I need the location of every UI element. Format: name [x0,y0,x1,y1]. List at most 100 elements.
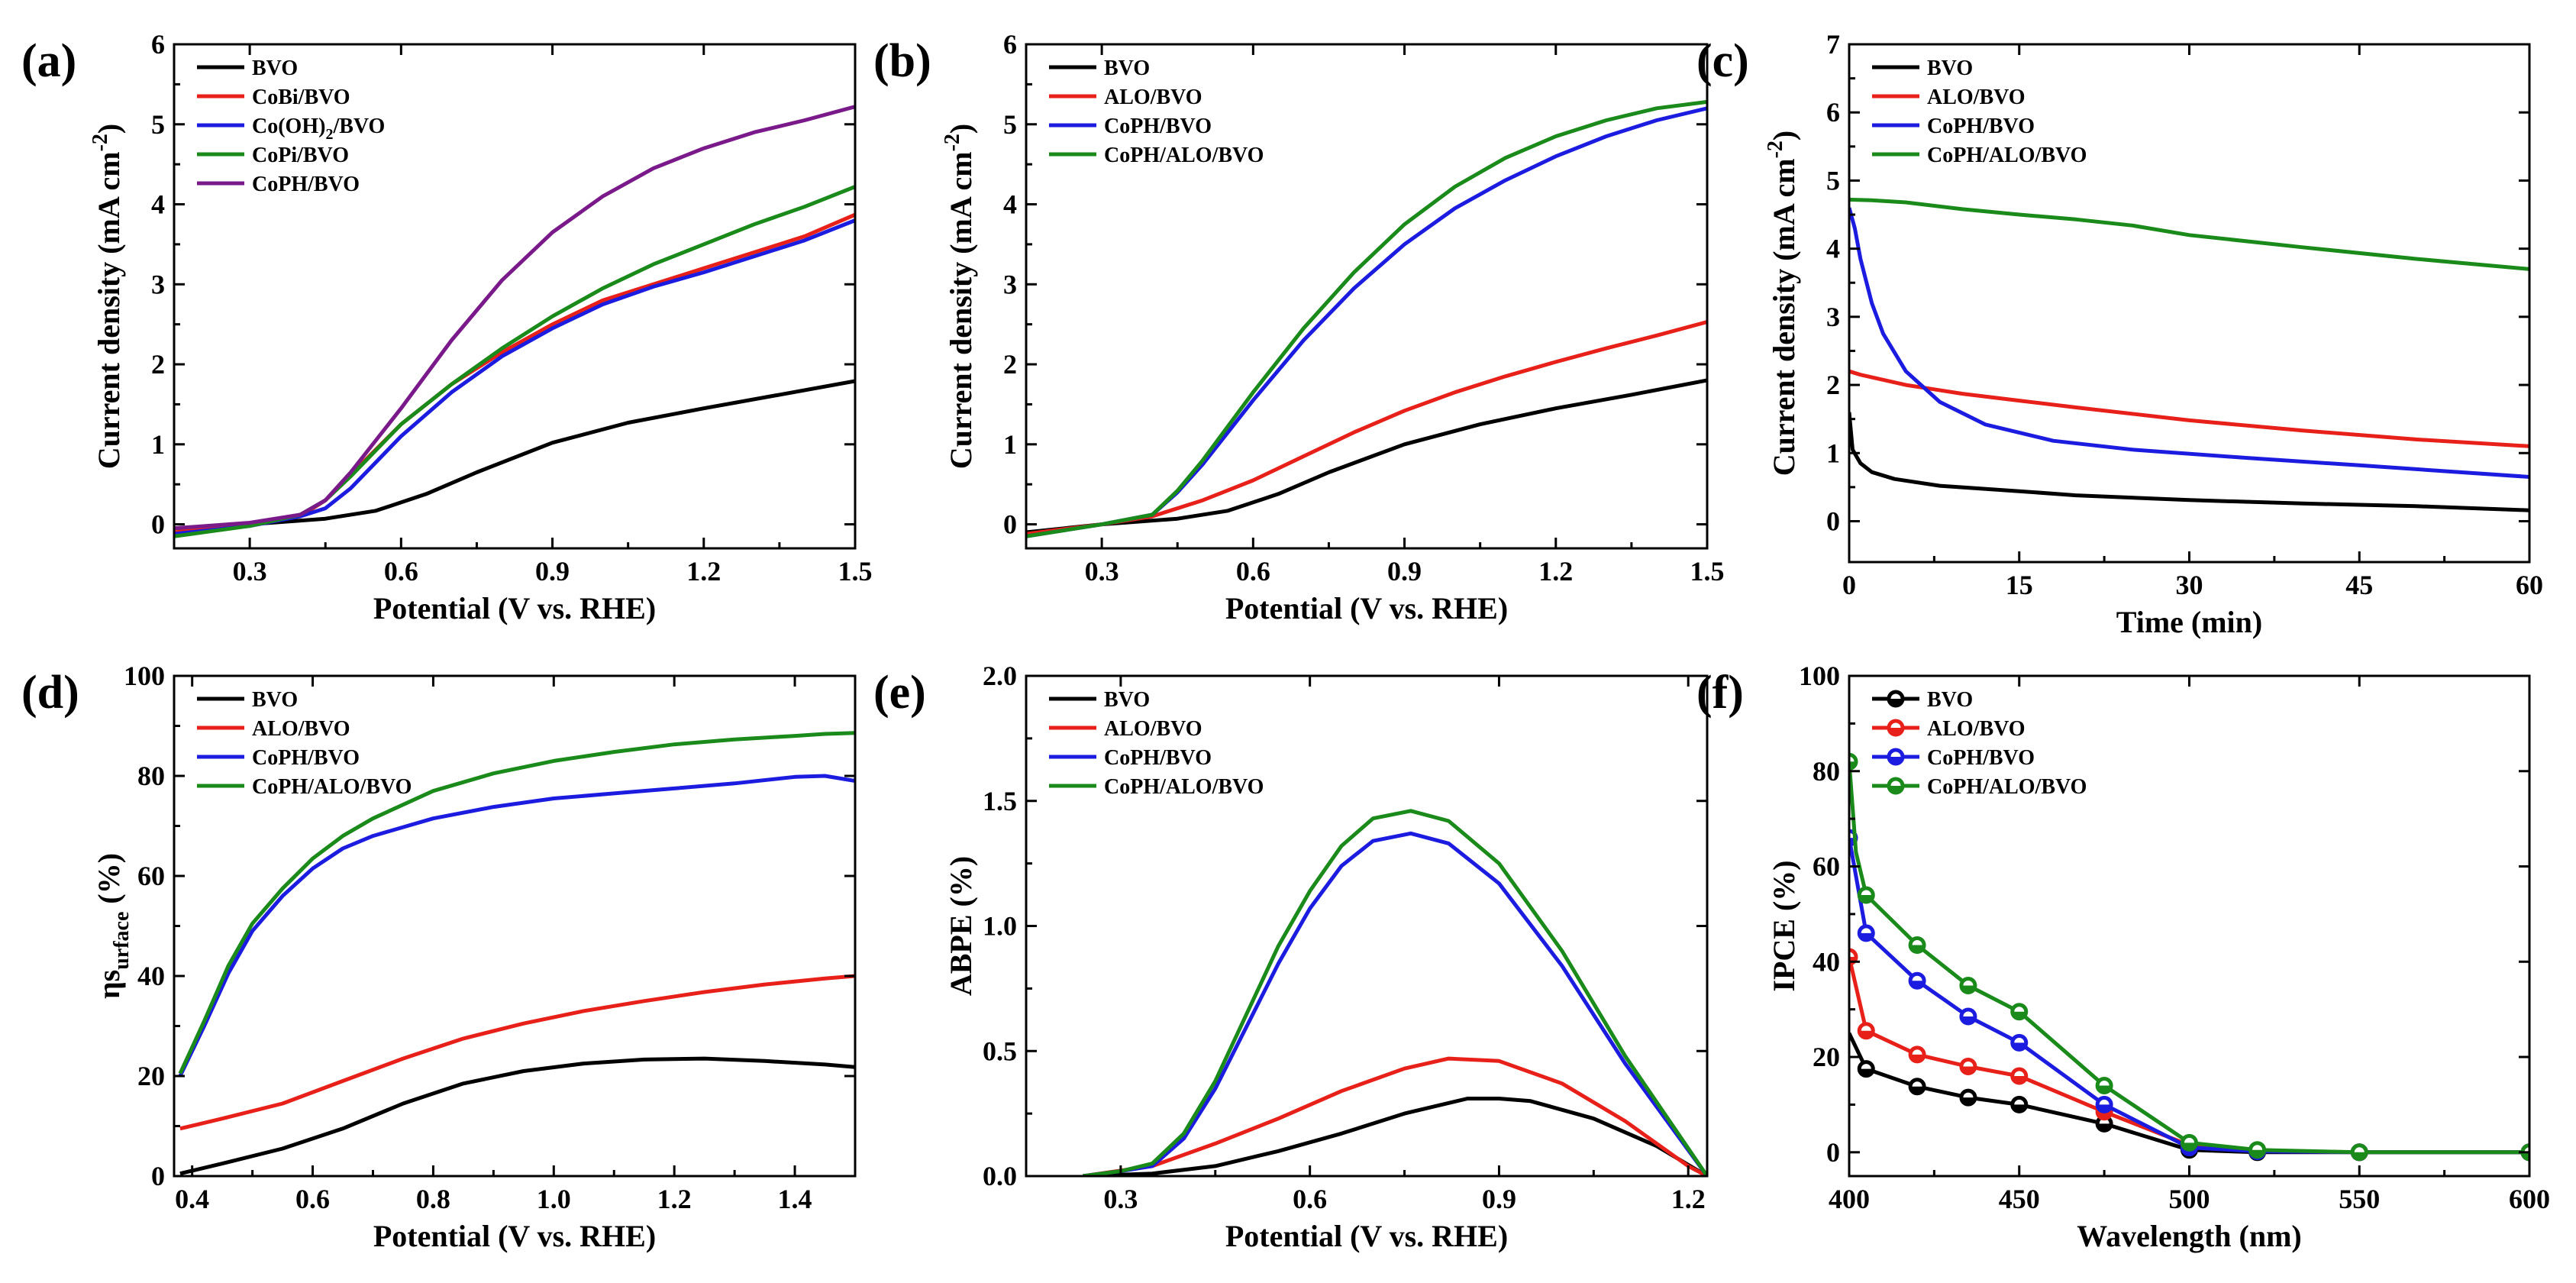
y-tick-label: 1 [1003,429,1017,460]
y-tick-label: 7 [1826,29,1840,60]
data-point-fill [2097,1123,2112,1131]
series-line-coph-bvo [1849,837,2529,1155]
x-tick-label: 400 [1829,1184,1870,1214]
panel-label: (e) [873,667,926,719]
y-tick-label: 3 [151,269,165,299]
data-point-fill [1849,761,1856,769]
x-tick-label: 15 [2006,570,2033,600]
y-tick-label: 4 [151,189,165,220]
data-point-fill [2012,1076,2026,1083]
legend-label: CoPH/ALO/BVO [1104,144,1264,167]
legend-label: CoPH/BVO [1927,115,2035,138]
x-tick-label: 500 [2169,1184,2210,1214]
y-tick-label: 0 [1826,1137,1840,1168]
x-tick-label: 0.4 [175,1184,209,1214]
series-line-bvo [1083,1097,1707,1176]
panel-d: 0.4 0.6 0.8 1.0 1.2 1.4 0 20 40 60 80 100 Potential … [21,661,857,1253]
series-line-coph-bvo [1849,207,2529,479]
y-tick-label: 1.5 [983,786,1017,816]
y-tick-label: 4 [1003,189,1017,220]
x-axis-label: Time (min) [2116,605,2262,639]
series-group [1026,99,1707,538]
x-tick-label: 1.2 [657,1184,692,1214]
x-tick-label: 550 [2339,1184,2380,1214]
data-point-fill [2250,1149,2264,1157]
data-point-fill [2523,1152,2529,1159]
series-line-alo-bvo [179,974,855,1131]
legend-label: CoPH/ALO/BVO [252,775,412,799]
x-tick-label: 1.4 [778,1184,812,1214]
y-tick-label: 5 [1003,109,1017,140]
x-axis-label: Potential (V vs. RHE) [1225,1219,1508,1253]
legend-label: ALO/BVO [1927,86,2026,109]
x-tick-label: 0.6 [295,1184,330,1214]
legend-label: CoPH/BVO [1927,746,2035,770]
data-point-fill [2182,1142,2197,1150]
y-axis-label: Current density (mA cm-2) [941,124,978,470]
y-tick-label: 0.5 [983,1036,1017,1066]
series-line-copi-bvo [174,185,855,538]
legend-label: ALO/BVO [1927,717,2026,741]
legend-label: CoPH/ALO/BVO [1927,775,2087,799]
series-line-coph-bvo [178,774,855,1078]
x-tick-label: 1.2 [1538,556,1573,587]
panel-e: 0.3 0.6 0.9 1.2 0.0 0.5 1.0 1.5 2.0 Potential (V … [873,661,1709,1253]
y-tick-label: 100 [1799,661,1840,691]
y-tick-label: 6 [151,29,165,60]
series-line-coph-bvo [1026,106,1707,538]
series-line-alo-bvo [1026,320,1707,536]
x-tick-label: 0.6 [1293,1184,1327,1214]
legend-label: Co(OH)2/BVO [252,115,385,143]
data-point-fill [2097,1085,2112,1093]
y-tick-label: 80 [1813,756,1840,787]
x-tick-label: 0.3 [233,556,267,587]
plot-frame [1025,43,1709,550]
legend: BVO ALO/BVO CoPH/BVO CoPH/ALO/BVO [1872,688,2087,799]
legend-label: BVO [252,688,298,712]
x-axis-label: Potential (V vs. RHE) [373,1219,656,1253]
legend: BVO ALO/BVO CoPH/BVO CoPH/ALO/BVO [1049,688,1264,799]
x-tick-label: 1.5 [838,556,873,587]
data-point-fill [2012,1042,2026,1050]
x-axis-label: Wavelength (nm) [2077,1219,2301,1253]
panel-f: 400 450 500 550 600 0 20 40 60 80 100 Wavelength (n… [1696,661,2550,1253]
data-point-fill [2352,1152,2367,1159]
legend-label: BVO [1104,688,1150,712]
data-point-fill [1961,1016,1975,1024]
legend-label: CoPH/ALO/BVO [1927,144,2087,167]
series-line-cobi-bvo [174,212,855,535]
x-tick-label: 60 [2516,570,2543,600]
x-tick-label: 0.9 [1387,556,1422,587]
y-axis-label: Current density (mA cm-2) [89,124,126,470]
legend-label: CoPH/BVO [1104,115,1212,138]
y-axis-label: IPCE (%) [1767,860,1801,991]
x-tick-label: 1.2 [1671,1184,1706,1214]
y-tick-label: 5 [151,109,165,140]
y-tick-label: 40 [1813,946,1840,977]
legend: BVO ALO/BVO CoPH/BVO CoPH/ALO/BVO [1872,57,2087,167]
legend-label: BVO [1104,57,1150,80]
data-point-fill [1910,945,1925,952]
data-point-fill [2012,1011,2026,1019]
series-group [174,105,855,538]
legend: BVO ALO/BVO CoPH/BVO CoPH/ALO/BVO [1049,57,1264,167]
legend-label: ALO/BVO [252,717,350,741]
panel-b: 0.3 0.6 0.9 1.2 1.5 0 1 2 3 4 5 6 Potential (V vs. R… [873,29,1725,625]
series-group [178,731,855,1176]
y-tick-label: 6 [1826,97,1840,128]
y-axis-label: ABPE (%) [944,856,978,996]
x-tick-label: 0.8 [416,1184,450,1214]
series-line-coph-alo-bvo [1849,197,2529,271]
panel-label: (c) [1696,35,1749,87]
legend-label: ALO/BVO [1104,86,1202,109]
legend-marker-fill [1889,757,1903,764]
series-line-coph-alo-bvo [1082,809,1707,1176]
x-tick-label: 1.5 [1690,556,1725,587]
data-point-fill [1961,1097,1975,1105]
y-tick-label: 2.0 [983,661,1017,691]
x-tick-label: 0.9 [1482,1184,1516,1214]
y-tick-label: 60 [1813,852,1840,882]
